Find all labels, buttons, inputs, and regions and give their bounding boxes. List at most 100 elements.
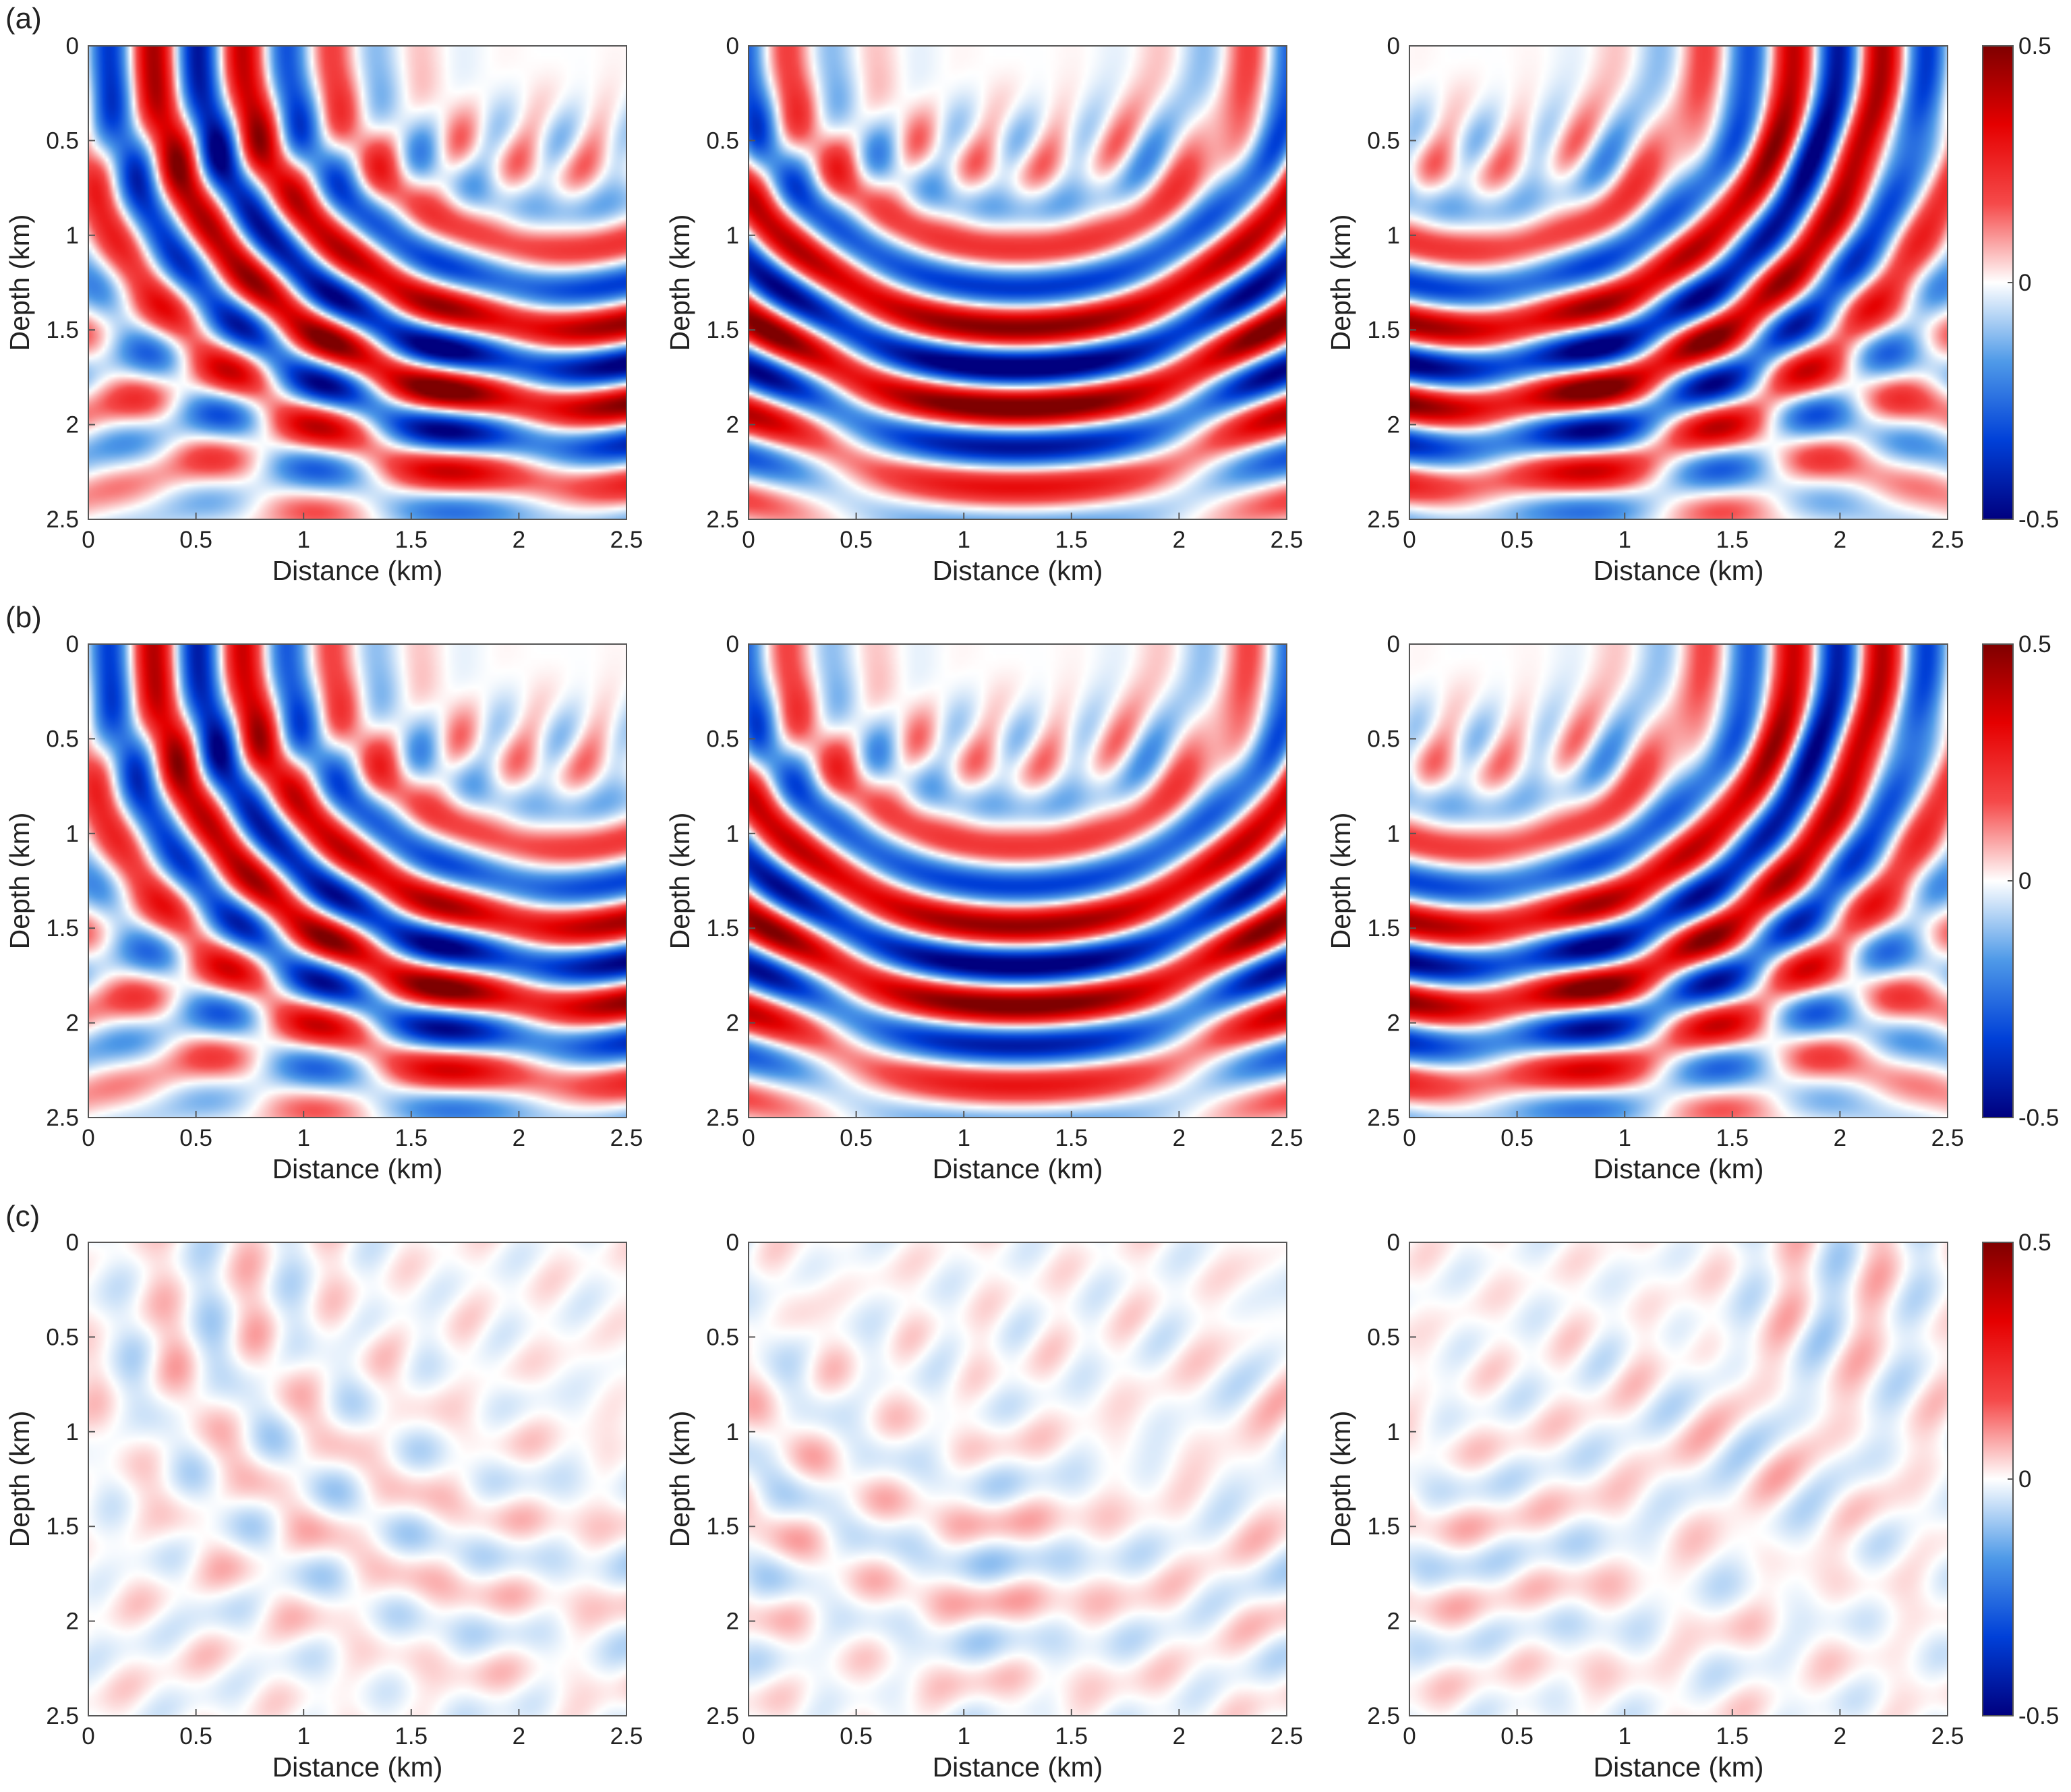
y-tick-label: 1 (726, 223, 739, 249)
x-tick-label: 1.5 (395, 1125, 428, 1151)
x-tick-label: 2.5 (610, 527, 643, 553)
x-axis-label: Distance (km) (1594, 1153, 1764, 1184)
y-tick-label: 2 (66, 1609, 79, 1635)
y-tick-label: 0.5 (1367, 1324, 1400, 1350)
y-tick-label: 1.5 (706, 915, 739, 942)
colorbar-tick-label: 0 (2018, 868, 2031, 894)
x-tick-label: 1.5 (1055, 527, 1088, 553)
y-tick-label: 2.5 (46, 1703, 79, 1729)
y-tick-label: 2 (1387, 412, 1400, 438)
x-tick-label: 0 (742, 1723, 755, 1750)
row-label-b: (b) (5, 601, 42, 634)
y-axis-label: Depth (km) (4, 813, 35, 950)
y-tick-label: 2 (1387, 1010, 1400, 1037)
y-tick-label: 2.5 (46, 507, 79, 533)
x-tick-label: 2 (1173, 527, 1186, 553)
x-axis-label: Distance (km) (1594, 1752, 1764, 1783)
y-tick-label: 0.5 (46, 1324, 79, 1350)
x-tick-label: 1.5 (1055, 1125, 1088, 1151)
x-tick-label: 2 (1834, 527, 1846, 553)
y-tick-label: 0 (726, 631, 739, 658)
y-tick-label: 1.5 (1367, 915, 1400, 942)
y-tick-label: 2.5 (1367, 507, 1400, 533)
y-tick-label: 1.5 (1367, 317, 1400, 343)
x-tick-label: 0.5 (840, 1125, 873, 1151)
y-tick-label: 1.5 (46, 1513, 79, 1540)
x-tick-label: 1.5 (1716, 527, 1749, 553)
y-tick-label: 1 (66, 223, 79, 249)
y-tick-label: 2.5 (706, 1703, 739, 1729)
y-tick-label: 0.5 (1367, 726, 1400, 752)
colorbar-3: 0.5 0 -0.5 (1982, 1230, 2059, 1729)
x-tick-label: 1 (1618, 1723, 1631, 1750)
y-tick-label: 1.5 (46, 915, 79, 942)
x-tick-label: 0 (742, 1125, 755, 1151)
y-tick-label: 0 (66, 1230, 79, 1256)
y-tick-label: 1.5 (1367, 1513, 1400, 1540)
y-tick-label: 1.5 (706, 317, 739, 343)
y-tick-label: 2.5 (1367, 1703, 1400, 1729)
x-axis-label: Distance (km) (933, 555, 1103, 586)
x-tick-label: 0 (1403, 1723, 1416, 1750)
row-label-a: (a) (5, 2, 42, 35)
y-tick-label: 1 (726, 1419, 739, 1445)
y-tick-label: 2 (726, 1010, 739, 1037)
colorbar-2: 0.5 0 -0.5 (1982, 631, 2059, 1131)
x-tick-label: 1.5 (1716, 1125, 1749, 1151)
y-axis-label: Depth (km) (664, 813, 695, 950)
x-tick-label: 1.5 (1716, 1723, 1749, 1750)
y-tick-label: 1 (66, 821, 79, 847)
x-tick-label: 0.5 (1500, 1125, 1534, 1151)
y-axis-label: Depth (km) (4, 1411, 35, 1548)
y-tick-label: 0 (1387, 33, 1400, 59)
y-axis-label: Depth (km) (664, 1411, 695, 1548)
x-tick-label: 0 (82, 527, 94, 553)
y-tick-label: 2.5 (706, 507, 739, 533)
wavefield-heatmap (749, 46, 1287, 519)
y-tick-label: 2 (66, 412, 79, 438)
y-axis-label: Depth (km) (1325, 813, 1356, 950)
colorbars: 0.5 0 -0.5 0.5 0 -0.5 0.5 0 -0.5 (1982, 33, 2059, 1729)
y-tick-label: 1.5 (706, 1513, 739, 1540)
y-axis-label: Depth (km) (4, 214, 35, 351)
axes-frame (1409, 1242, 1948, 1716)
wavefield-heatmap (1409, 46, 1948, 519)
axes-frame (1409, 45, 1948, 520)
y-tick-label: 2 (66, 1010, 79, 1037)
y-tick-label: 2.5 (706, 1105, 739, 1131)
x-tick-label: 1 (297, 1723, 310, 1750)
x-tick-label: 2.5 (1271, 1723, 1304, 1750)
wavefield-heatmap (749, 644, 1287, 1118)
y-tick-label: 0.5 (46, 726, 79, 752)
x-tick-label: 0 (82, 1125, 94, 1151)
colorbar-tick-label: 0.5 (2018, 1230, 2051, 1256)
x-tick-label: 1 (957, 1125, 970, 1151)
x-tick-label: 0.5 (840, 527, 873, 553)
colorbar-tick-label: -0.5 (2018, 1105, 2059, 1131)
x-axis-label: Distance (km) (933, 1752, 1103, 1783)
x-axis-label: Distance (km) (1594, 555, 1764, 586)
x-tick-label: 2.5 (610, 1125, 643, 1151)
wavefield-heatmap (1409, 644, 1948, 1118)
wavefield-heatmap (1409, 1242, 1948, 1716)
y-axis-label: Depth (km) (664, 214, 695, 351)
x-tick-label: 2 (1834, 1125, 1846, 1151)
y-axis-label: Depth (km) (1325, 1411, 1356, 1548)
x-tick-label: 0.5 (1500, 1723, 1534, 1750)
x-tick-label: 0 (1403, 1125, 1416, 1151)
x-tick-label: 2.5 (1931, 1125, 1964, 1151)
x-tick-label: 0.5 (840, 1723, 873, 1750)
x-tick-label: 1 (1618, 527, 1631, 553)
x-tick-label: 2 (513, 1125, 525, 1151)
x-tick-label: 2 (1834, 1723, 1846, 1750)
y-tick-label: 2 (726, 412, 739, 438)
x-tick-label: 0.5 (179, 1723, 212, 1750)
y-tick-label: 0 (1387, 631, 1400, 658)
row-label-c: (c) (5, 1200, 40, 1233)
wavefield-heatmap (88, 1242, 626, 1716)
y-tick-label: 0.5 (706, 1324, 739, 1350)
